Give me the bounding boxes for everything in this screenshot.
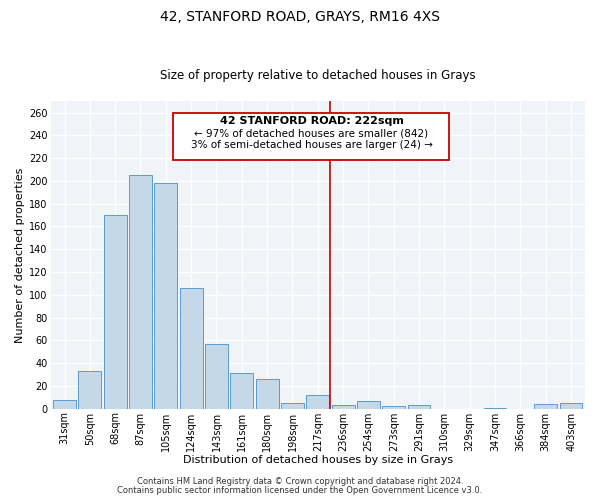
Y-axis label: Number of detached properties: Number of detached properties xyxy=(15,168,25,342)
Bar xyxy=(154,183,177,408)
Bar xyxy=(256,379,278,408)
Bar xyxy=(180,288,203,408)
Bar xyxy=(382,406,405,408)
Bar xyxy=(53,400,76,408)
Text: 3% of semi-detached houses are larger (24) →: 3% of semi-detached houses are larger (2… xyxy=(191,140,433,150)
X-axis label: Distribution of detached houses by size in Grays: Distribution of detached houses by size … xyxy=(183,455,453,465)
Text: 42, STANFORD ROAD, GRAYS, RM16 4XS: 42, STANFORD ROAD, GRAYS, RM16 4XS xyxy=(160,10,440,24)
FancyBboxPatch shape xyxy=(173,112,449,160)
Bar xyxy=(560,403,583,408)
Title: Size of property relative to detached houses in Grays: Size of property relative to detached ho… xyxy=(160,69,476,82)
Text: ← 97% of detached houses are smaller (842): ← 97% of detached houses are smaller (84… xyxy=(194,128,428,138)
Bar xyxy=(104,215,127,408)
Bar xyxy=(230,374,253,408)
Text: Contains public sector information licensed under the Open Government Licence v3: Contains public sector information licen… xyxy=(118,486,482,495)
Bar xyxy=(357,400,380,408)
Text: 42 STANFORD ROAD: 222sqm: 42 STANFORD ROAD: 222sqm xyxy=(220,116,403,126)
Bar xyxy=(205,344,228,408)
Text: Contains HM Land Registry data © Crown copyright and database right 2024.: Contains HM Land Registry data © Crown c… xyxy=(137,477,463,486)
Bar xyxy=(332,406,355,408)
Bar xyxy=(408,406,430,408)
Bar xyxy=(281,403,304,408)
Bar xyxy=(307,395,329,408)
Bar xyxy=(535,404,557,408)
Bar xyxy=(129,175,152,408)
Bar xyxy=(79,371,101,408)
